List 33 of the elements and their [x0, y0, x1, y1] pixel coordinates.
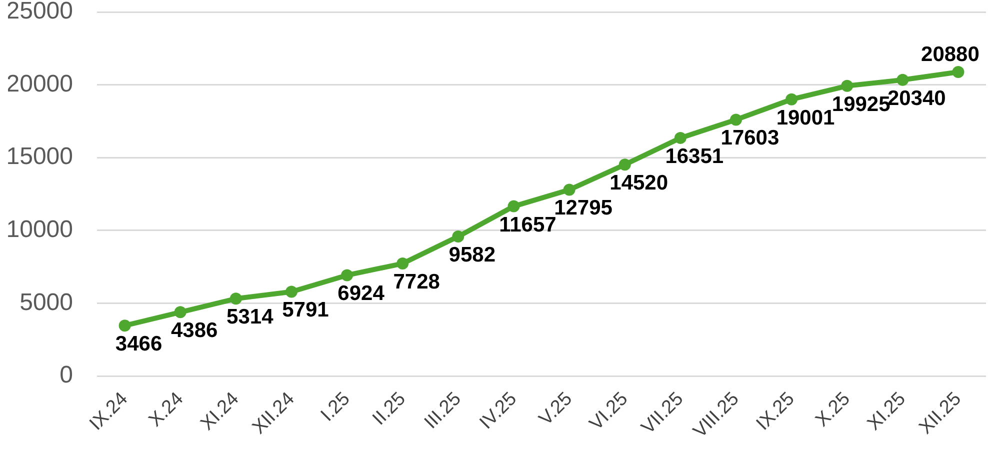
- data-label: 11657: [499, 213, 556, 236]
- point: [230, 292, 242, 305]
- point: [341, 269, 354, 282]
- point: [563, 184, 576, 196]
- y-tick-label: 5000: [20, 288, 73, 316]
- x-tick-label: I.25: [317, 388, 354, 426]
- data-label: 3466: [115, 332, 162, 356]
- data-label: 5314: [226, 306, 274, 329]
- point: [285, 286, 298, 298]
- data-label: 6924: [338, 282, 385, 306]
- data-label: 14520: [610, 172, 668, 195]
- point: [118, 320, 131, 332]
- y-tick-label: 0: [60, 362, 73, 389]
- point: [508, 200, 520, 212]
- point: [674, 132, 686, 144]
- data-label: 12795: [554, 196, 613, 220]
- point: [452, 230, 464, 243]
- data-label: 9582: [448, 244, 496, 267]
- data-label: 7728: [393, 270, 440, 294]
- x-tick-label: V.25: [535, 388, 577, 430]
- data-label: 4386: [170, 319, 218, 342]
- point: [174, 306, 186, 318]
- data-label: 20880: [921, 42, 980, 66]
- point: [730, 114, 742, 126]
- point: [952, 66, 964, 78]
- point: [396, 258, 409, 270]
- point: [786, 93, 798, 106]
- point: [618, 158, 631, 171]
- y-tick-label: 10000: [6, 216, 73, 244]
- y-tick-label: 15000: [6, 143, 73, 170]
- point: [896, 74, 909, 86]
- data-label: 5791: [282, 298, 330, 322]
- point: [841, 80, 854, 92]
